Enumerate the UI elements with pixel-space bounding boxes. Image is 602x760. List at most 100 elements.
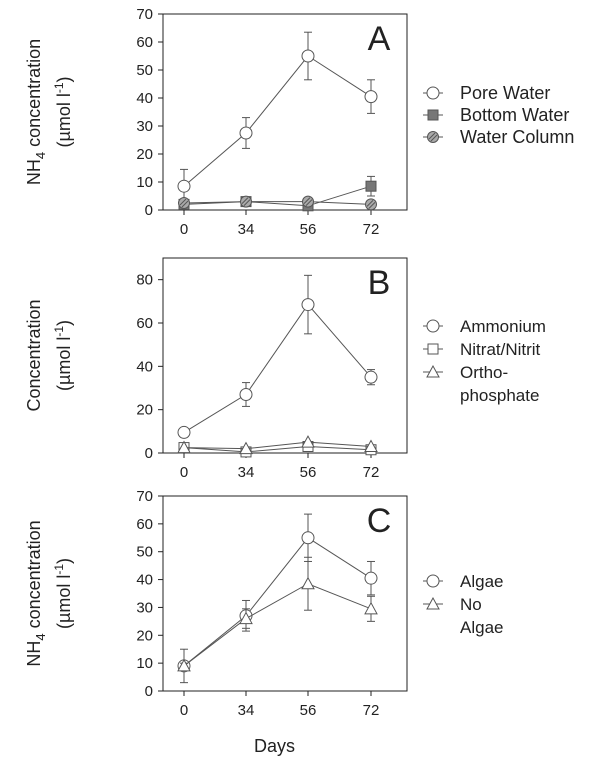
y-axis-label-main: NH [24,159,44,185]
series-ortho-phosphate [177,435,378,455]
data-point [177,658,191,672]
data-point [364,571,378,585]
y-axis-label-sub: 4 [33,152,48,159]
y-tick-label: 50 [136,62,153,79]
y-axis-label-rest: concentration [24,39,44,152]
x-tick-label: 56 [300,221,317,238]
y-axis-label: NH4 concentration [24,39,48,185]
x-tick-label: 72 [363,464,380,481]
legend: Algae No Algae [423,572,503,637]
y-tick-label: 10 [136,174,153,191]
legend-label: phosphate [460,386,539,405]
y-tick-label: 0 [145,683,153,700]
x-axis-label: Days [254,736,295,756]
y-axis-label: Concentration [24,299,44,411]
data-point-hatch [181,200,189,208]
legend-label: Algae [460,618,503,637]
legend-label: Bottom Water [460,105,569,125]
series-line [183,445,372,453]
series-line [183,441,372,450]
y-tick-label: 80 [136,272,153,289]
data-point [301,49,315,63]
series-line [183,303,372,433]
series-ammonium [177,274,378,439]
legend-marker [426,319,440,333]
series-algae [177,513,378,684]
y-tick-label: 50 [136,544,153,561]
data-point-hatch [368,202,376,209]
y-tick-label: 40 [136,572,153,589]
series-pore-water [177,31,378,204]
data-point [177,179,191,193]
series-line [183,201,372,205]
y-axis-unit-sup: -1 [52,564,66,575]
legend-label: Pore Water [460,83,550,103]
y-tick-label: 0 [145,445,153,462]
y-tick-label: 60 [136,34,153,51]
y-tick-label: 70 [136,488,153,505]
plot-frame [162,257,408,454]
legend-label: Nitrat/Nitrit [460,340,541,359]
legend-marker-hatch [430,134,438,142]
x-tick-label: 34 [238,702,255,719]
y-tick-label: 40 [136,90,153,107]
data-point-hatch [241,197,249,204]
y-axis-label-main: NH [24,641,44,667]
panel-letter: A [368,20,391,58]
data-point [301,298,315,312]
data-point [239,388,253,401]
data-point [365,198,377,211]
data-point [301,435,315,448]
chart-panel-b: 0 20 40 60 80 0 34 56 72 Concentration (µmol l-1) B… [24,257,546,481]
data-point-hatch [303,197,311,204]
series-water-column [178,195,377,211]
legend-marker [426,364,440,378]
y-tick-label: 40 [136,358,153,375]
data-point-hatch [366,200,374,207]
y-axis-unit-close: ) [54,320,74,326]
data-point [364,439,378,452]
series-no-algae [177,556,378,672]
x-tick-label: 72 [363,702,380,719]
y-axis-unit: (µmol l-1) [52,76,74,147]
data-point [302,195,314,208]
plot-frame [162,13,408,211]
data-point [239,126,253,140]
legend-marker [427,343,439,355]
legend-label: Ortho- [460,363,508,382]
panel-letter: C [367,502,392,540]
series-line [183,55,372,187]
legend-marker [426,596,440,610]
legend-label: Algae [460,572,503,591]
y-axis-unit-text: (µmol l [54,93,74,147]
y-tick-label: 30 [136,118,153,135]
y-tick-label: 60 [136,516,153,533]
x-tick-label: 0 [180,221,188,238]
legend-label: Ammonium [460,317,546,336]
x-tick-label: 56 [300,464,317,481]
y-axis-label-rest: concentration [24,520,44,633]
series-line [183,583,372,667]
data-point [364,90,378,104]
data-point-hatch [179,198,187,206]
x-tick-label: 34 [238,221,255,238]
data-point [301,531,315,545]
data-point [239,441,253,455]
y-tick-label: 60 [136,315,153,332]
series-bottom-water [178,175,377,212]
data-point-hatch [243,199,251,206]
data-point [365,180,377,192]
y-axis-unit: (µmol l-1) [52,320,74,391]
data-point [178,197,190,209]
y-axis-unit-sup: -1 [52,326,66,337]
data-point [240,195,252,208]
data-point [177,425,191,439]
series-nitrat-nitrit [178,441,377,458]
legend-marker [427,109,439,121]
x-tick-label: 56 [300,702,317,719]
series-line [183,537,372,667]
